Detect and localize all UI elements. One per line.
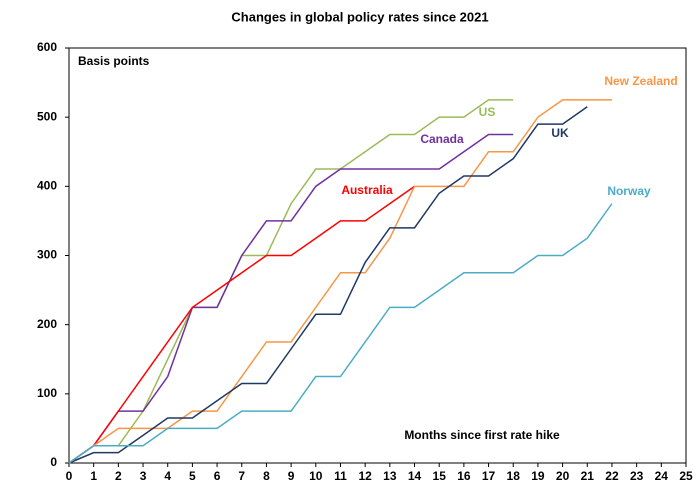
x-tick-label: 25 (679, 469, 693, 483)
series-line (68, 133, 514, 464)
x-tick-label: 10 (309, 469, 323, 483)
x-tick-label: 17 (482, 469, 496, 483)
y-tick-label: 600 (37, 40, 57, 54)
y-tick-label: 500 (37, 109, 57, 123)
x-tick-label: 24 (655, 469, 669, 483)
x-tick-label: 16 (457, 469, 471, 483)
x-tick-label: 20 (556, 469, 570, 483)
x-tick-label: 4 (164, 469, 171, 483)
x-tick-label: 5 (189, 469, 196, 483)
y-tick-label: 300 (37, 248, 57, 262)
x-tick-label: 14 (408, 469, 422, 483)
x-tick-label: 7 (238, 469, 245, 483)
series-label: Australia (341, 183, 393, 197)
series-label: US (479, 105, 496, 119)
series-label: New Zealand (604, 74, 677, 88)
chart-title: Changes in global policy rates since 202… (231, 9, 488, 24)
x-tick-label: 6 (214, 469, 221, 483)
x-tick-label: 11 (334, 469, 347, 483)
series-line (68, 106, 588, 464)
series-line (68, 99, 514, 464)
series-label: Norway (607, 184, 651, 198)
y-tick-label: 0 (50, 455, 57, 469)
x-tick-label: 3 (140, 469, 147, 483)
x-tick-label: 8 (263, 469, 270, 483)
series-label: UK (551, 126, 569, 140)
series-label: Canada (420, 132, 464, 146)
series-line (68, 185, 415, 464)
x-tick-label: 22 (605, 469, 619, 483)
y-tick-label: 100 (37, 386, 57, 400)
y-tick-label: 200 (37, 317, 57, 331)
x-tick-label: 1 (90, 469, 97, 483)
x-axis-label: Months since first rate hike (404, 428, 560, 442)
y-axis-label: Basis points (78, 54, 150, 68)
y-tick-label: 400 (37, 179, 57, 193)
x-tick-label: 19 (531, 469, 545, 483)
x-tick-label: 13 (383, 469, 397, 483)
x-tick-label: 18 (507, 469, 521, 483)
series-line (68, 203, 613, 464)
series-line (68, 99, 612, 464)
x-tick-label: 21 (581, 469, 595, 483)
x-tick-label: 12 (358, 469, 372, 483)
x-tick-label: 2 (115, 469, 122, 483)
x-tick-label: 23 (630, 469, 644, 483)
x-tick-label: 0 (66, 469, 73, 483)
x-tick-label: 9 (288, 469, 295, 483)
x-tick-label: 15 (433, 469, 447, 483)
